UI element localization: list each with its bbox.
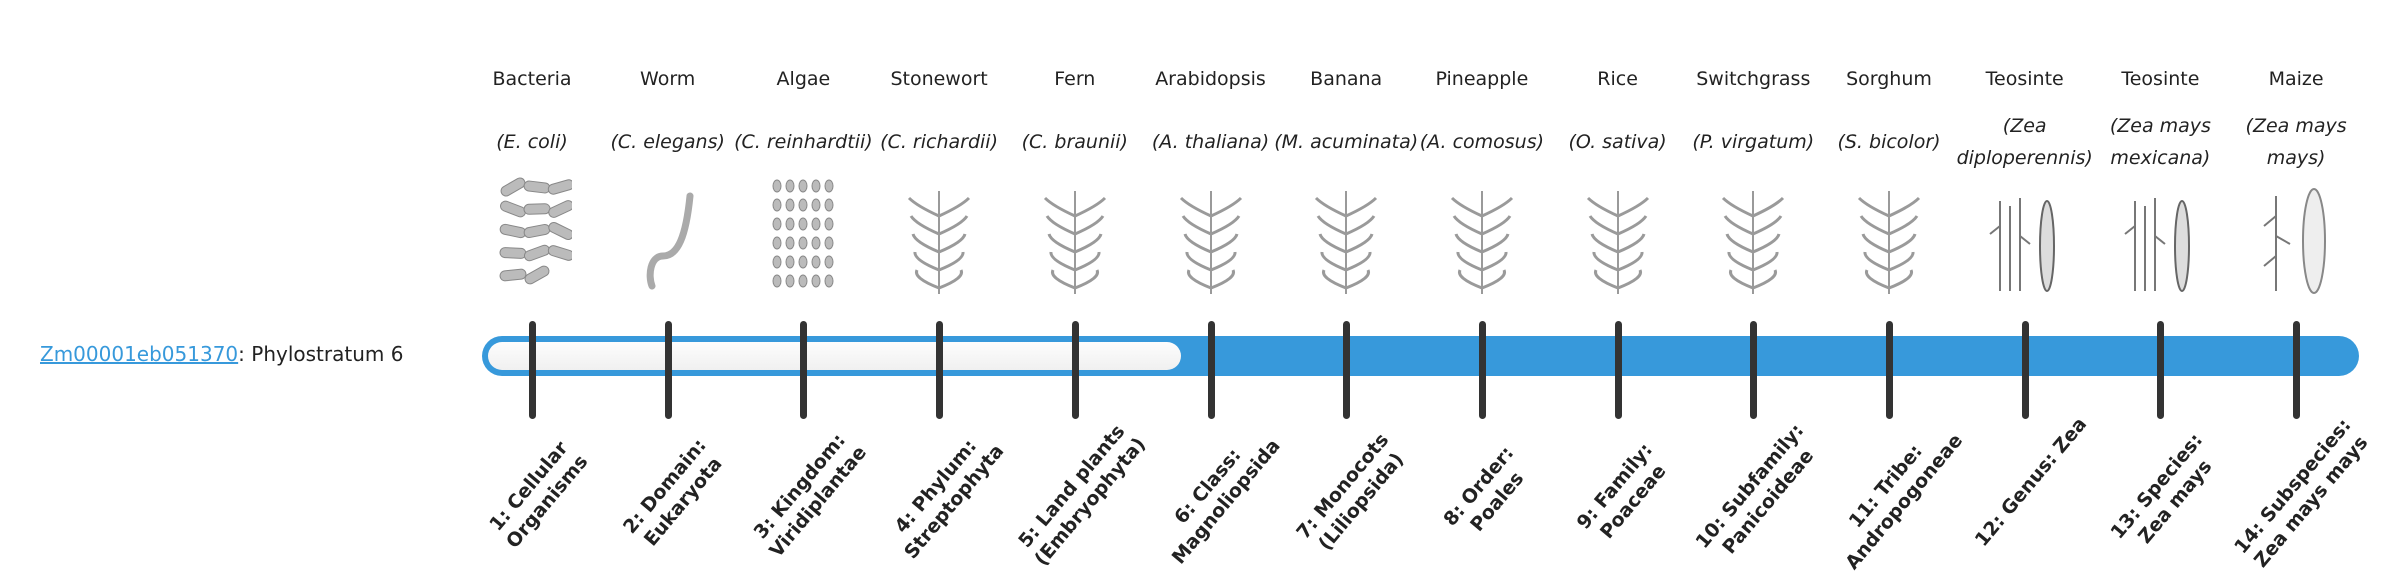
phylostratum-text: : Phylostratum 6	[238, 342, 404, 366]
organism-common-name: Fern	[1054, 68, 1096, 90]
phylostratum-label: 12: Genus: Zea	[1970, 413, 2091, 551]
organism-common-name: Arabidopsis	[1155, 68, 1266, 90]
bacteria-icon	[499, 177, 572, 285]
organism-species-name: (A. thaliana)	[1151, 131, 1270, 153]
phylostratum-tick	[2293, 321, 2301, 419]
phylostratum-tick	[1343, 321, 1351, 419]
phylostratum-tick	[2157, 321, 2165, 419]
organism-species-name: (Zea diploperennis)	[1956, 115, 2093, 169]
switchgrass-icon	[1722, 191, 1785, 294]
organism-common-name: Maize	[2268, 68, 2324, 90]
phylostratum-tick	[1750, 321, 1758, 419]
stonewort-icon	[908, 191, 971, 294]
gene-phylostratum-label: Zm00001eb051370: Phylostratum 6	[40, 340, 403, 368]
sorghum-icon	[1857, 191, 1921, 294]
teosinte-icon	[1989, 198, 2055, 292]
phylostratum-bar	[482, 336, 2359, 376]
organism-species-name: (O. sativa)	[1568, 131, 1667, 153]
phylostratum-label: 2: Domain: Eukaryota	[618, 434, 727, 551]
worm-icon	[646, 192, 694, 290]
teosinte-icon	[2124, 198, 2191, 292]
organism-common-name: Teosinte	[1985, 68, 2064, 90]
rice-icon	[1586, 191, 1649, 294]
phylostratum-tick	[1071, 321, 1079, 419]
phylostratum-tick	[2021, 321, 2029, 419]
arabidopsis-icon	[1179, 191, 1242, 294]
phylostratum-label: 14: Subspecies: Zea mays mays	[2230, 414, 2373, 572]
organism-species-name: (C. reinhardtii)	[734, 131, 873, 153]
organism-common-name: Rice	[1597, 68, 1638, 90]
phylostratum-label: 4: Phylum: Streptophyta	[890, 435, 1009, 564]
organism-species-name: (C. richardii)	[880, 131, 998, 153]
phylostratum-tick	[1478, 321, 1486, 419]
organism-species-name: (E. coli)	[496, 131, 568, 153]
phylostratum-label: 7: Monocots (Liliopsida)	[1292, 429, 1409, 555]
fern-icon	[1043, 191, 1106, 294]
phylostratum-label: 6: Class: Magnoliopsida	[1167, 434, 1285, 569]
organism-common-name: Switchgrass	[1696, 68, 1811, 90]
organism-common-name: Bacteria	[492, 68, 572, 90]
phylostratum-label: 8: Order: Poales	[1439, 442, 1529, 536]
phylostratum-label: 3: Kingdom: Viridiplantae	[750, 429, 872, 562]
organism-species-name: (P. virgatum)	[1692, 131, 1815, 153]
phylostratum-label: 13: Species: Zea mays	[2106, 429, 2217, 548]
phylostratum-label: 11: Tribe: Andropogoneae	[1841, 429, 1968, 574]
banana-icon	[1315, 191, 1378, 294]
phylostratum-tick	[936, 321, 944, 419]
phylostratum-label: 9: Family: Poaceae	[1572, 439, 1671, 544]
phylostratum-tick	[1886, 321, 1893, 419]
organism-species-name: (A. comosus)	[1419, 131, 1545, 153]
phylostratum-tick	[1614, 321, 1622, 419]
organism-species-name: (C. elegans)	[610, 131, 725, 153]
gene-id-link[interactable]: Zm00001eb051370	[40, 342, 239, 366]
phylostratum-label: 5: Land plants (Embryophyta)	[1014, 420, 1150, 571]
organism-species-name: (Zea mays mexicana)	[2109, 115, 2211, 169]
organism-common-name: Pineapple	[1435, 68, 1529, 90]
organism-species-name: (C. braunii)	[1021, 131, 1128, 153]
organism-species-name: (Zea mays mays)	[2245, 115, 2347, 169]
phylostratum-tick	[1207, 321, 1215, 419]
phylostratum-tick	[529, 321, 536, 419]
algae-icon	[772, 179, 834, 288]
phylostratum-label: 10: Subfamily: Panicoideae	[1691, 419, 1819, 559]
organism-common-name: Banana	[1310, 68, 1383, 90]
phylostratum-tick	[800, 321, 808, 419]
phylostratum-tick	[664, 321, 672, 419]
organism-common-name: Stonewort	[890, 68, 988, 90]
maize-icon	[2263, 188, 2327, 294]
organism-common-name: Sorghum	[1846, 68, 1932, 90]
organism-species-name: (M. acuminata)	[1274, 131, 1419, 153]
phylostratum-label: 1: Cellular Organisms	[485, 437, 593, 553]
organism-common-name: Algae	[776, 68, 831, 90]
pineapple-icon	[1450, 191, 1513, 294]
organism-species-name: (S. bicolor)	[1837, 131, 1941, 153]
organism-common-name: Worm	[640, 68, 696, 90]
phylostratum-bar-empty	[488, 342, 1181, 370]
organism-common-name: Teosinte	[2121, 68, 2200, 90]
